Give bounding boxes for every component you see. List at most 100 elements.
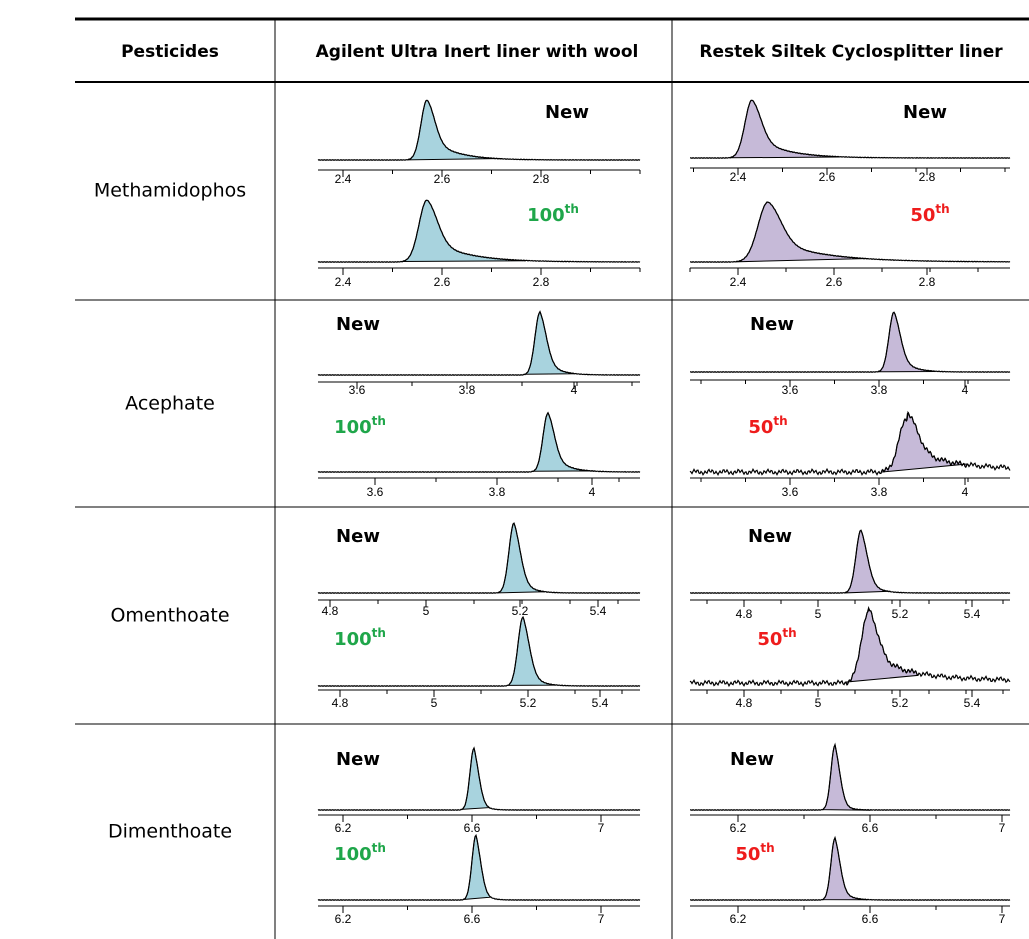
tick-label: 4.8 — [736, 607, 753, 621]
chromatogram-trace — [689, 410, 1011, 476]
tick-label: 6.6 — [464, 821, 481, 835]
tick-label: 5.2 — [512, 604, 529, 618]
panel-label: New — [336, 314, 380, 335]
tick-label: 3.6 — [782, 485, 799, 499]
panel-label: New — [748, 526, 792, 547]
panel-label: New — [545, 102, 589, 123]
peak-area — [523, 310, 576, 376]
tick-label: 7 — [598, 912, 605, 926]
tick-label: 5.2 — [520, 696, 537, 710]
panel-label: New — [730, 749, 774, 770]
panel-label: 50th — [748, 414, 787, 439]
chromatogram-trace — [689, 607, 1011, 688]
tick-label: 2.4 — [335, 172, 352, 186]
chromatogram-trace — [317, 833, 641, 901]
tick-label: 2.8 — [533, 172, 550, 186]
tick-label: 6.6 — [464, 912, 481, 926]
label-text: 100 — [527, 205, 565, 226]
pesticide-name: Acephate — [125, 393, 215, 415]
tick-label: 2.4 — [730, 275, 747, 289]
tick-label: 3.6 — [782, 383, 799, 397]
tick-label: 4 — [571, 383, 578, 397]
chromatogram-trace — [690, 311, 1011, 373]
label-text: 50 — [757, 629, 782, 650]
label-text: New — [336, 749, 380, 770]
peak-area — [401, 199, 526, 263]
label-text: New — [730, 749, 774, 770]
tick-label: 3.8 — [871, 485, 888, 499]
peak-area — [406, 99, 503, 161]
label-superscript: th — [773, 414, 787, 428]
chromatogram-trace — [317, 411, 641, 473]
tick-label: 3.8 — [489, 485, 506, 499]
label-superscript: th — [372, 626, 386, 640]
tick-label: 6.2 — [335, 821, 352, 835]
label-text: New — [750, 314, 794, 335]
label-text: New — [336, 526, 380, 547]
chromatogram-trace — [317, 99, 641, 161]
chromatogram-trace — [690, 835, 1011, 901]
tick-label: 7 — [598, 821, 605, 835]
chromatogram-trace — [317, 522, 641, 594]
tick-label: 2.4 — [335, 275, 352, 289]
label-text: 50 — [735, 844, 760, 865]
tick-label: 2.8 — [533, 275, 550, 289]
tick-label: 4 — [962, 485, 969, 499]
tick-label: 2.4 — [730, 170, 747, 184]
tick-label: 2.8 — [919, 170, 936, 184]
pesticide-name: Methamidophos — [94, 180, 246, 202]
tick-label: 4 — [962, 383, 969, 397]
label-text: 100 — [334, 844, 372, 865]
chromatogram-trace — [317, 746, 641, 811]
tick-label: 4.8 — [736, 696, 753, 710]
tick-label: 3.6 — [349, 383, 366, 397]
panel-label: 100th — [334, 414, 386, 439]
label-superscript: th — [760, 841, 774, 855]
label-text: 50 — [910, 205, 935, 226]
tick-label: 5 — [815, 607, 822, 621]
panel-label: New — [336, 749, 380, 770]
tick-label: 4.8 — [322, 604, 339, 618]
label-text: New — [903, 102, 947, 123]
panel-label: 100th — [334, 626, 386, 651]
label-text: New — [545, 102, 589, 123]
tick-label: 6.6 — [862, 912, 879, 926]
label-text: 100 — [334, 629, 372, 650]
tick-label: 4 — [589, 485, 596, 499]
pesticide-name: Omenthoate — [110, 605, 229, 627]
tick-label: 5.4 — [590, 604, 607, 618]
peak-area — [876, 311, 936, 373]
panel-label: 50th — [910, 202, 949, 227]
label-text: New — [336, 314, 380, 335]
tick-label: 2.6 — [826, 275, 843, 289]
tick-label: 5.4 — [964, 696, 981, 710]
tick-label: 5.4 — [592, 696, 609, 710]
tick-label: 5.2 — [892, 696, 909, 710]
panel-label: New — [336, 526, 380, 547]
tick-label: 3.8 — [459, 383, 476, 397]
tick-label: 6.2 — [335, 912, 352, 926]
tick-label: 2.6 — [434, 275, 451, 289]
panel-label: New — [750, 314, 794, 335]
label-superscript: th — [782, 626, 796, 640]
label-text: 50 — [748, 417, 773, 438]
chromatogram-trace — [317, 615, 641, 687]
tick-label: 3.8 — [871, 383, 888, 397]
pesticide-name: Dimenthoate — [108, 821, 232, 843]
peak-area — [822, 837, 868, 901]
header-cell: Pesticides — [121, 42, 219, 62]
panel-label: New — [903, 102, 947, 123]
panel-label: 50th — [735, 841, 774, 866]
tick-label: 7 — [999, 912, 1006, 926]
tick-label: 2.6 — [434, 172, 451, 186]
label-text: New — [748, 526, 792, 547]
label-superscript: th — [565, 202, 579, 216]
tick-label: 5.2 — [892, 607, 909, 621]
tick-label: 2.8 — [919, 275, 936, 289]
chromatogram-trace — [690, 529, 1011, 594]
panel-label: 50th — [757, 626, 796, 651]
label-superscript: th — [372, 414, 386, 428]
chromatogram-trace — [690, 99, 1011, 159]
tick-label: 5 — [815, 696, 822, 710]
